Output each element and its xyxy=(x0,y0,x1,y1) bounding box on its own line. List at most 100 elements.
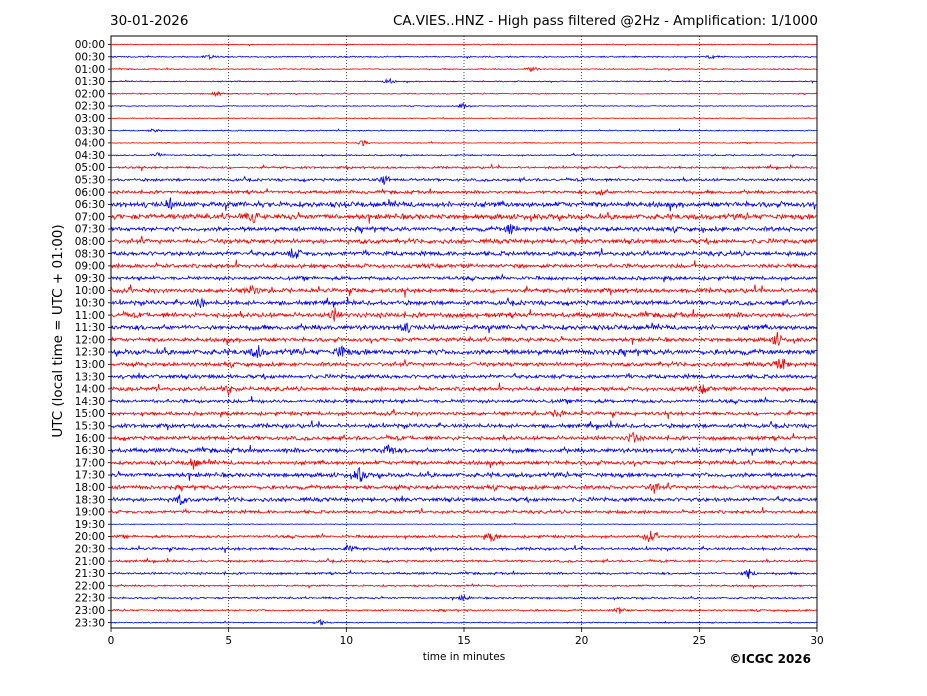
trace-2030 xyxy=(110,543,817,554)
trace-1730 xyxy=(110,467,817,482)
x-tick-label-30: 30 xyxy=(810,635,823,647)
trace-0330 xyxy=(110,127,817,133)
trace-0730 xyxy=(110,223,817,236)
y-tick-label-1430: 14:30 xyxy=(75,396,105,408)
trace-0630 xyxy=(110,197,817,212)
y-tick-label-1730: 17:30 xyxy=(75,470,105,482)
y-tick-label-0700: 07:00 xyxy=(75,211,105,223)
y-tick-label-1400: 14:00 xyxy=(75,384,105,396)
y-tick-label-0500: 05:00 xyxy=(75,162,105,174)
trace-1300 xyxy=(110,358,817,370)
y-tick-label-2330: 23:30 xyxy=(75,617,105,629)
y-axis-label: UTC (local time = UTC + 01:00) xyxy=(50,224,66,437)
y-tick-label-1830: 18:30 xyxy=(75,494,105,506)
y-tick-label-0630: 06:30 xyxy=(75,199,105,211)
trace-1430 xyxy=(110,396,817,406)
y-tick-label-1200: 12:00 xyxy=(75,334,105,346)
trace-0830 xyxy=(110,248,817,259)
trace-2300 xyxy=(110,606,817,614)
trace-0600 xyxy=(110,187,817,196)
trace-1630 xyxy=(110,443,817,456)
y-tick-label-1330: 13:30 xyxy=(75,371,105,383)
trace-1100 xyxy=(110,307,817,322)
trace-0800 xyxy=(110,235,817,246)
y-tick-label-0430: 04:30 xyxy=(75,150,105,162)
trace-1000 xyxy=(110,284,817,298)
trace-1130 xyxy=(110,322,817,334)
y-tick-label-0530: 05:30 xyxy=(75,175,105,187)
y-tick-label-1630: 16:30 xyxy=(75,445,105,457)
seismic-traces xyxy=(110,42,817,626)
y-tick-label-0130: 01:30 xyxy=(75,76,105,88)
x-tick-labels: 0 5 10 15 20 25 30 xyxy=(108,628,824,647)
y-tick-label-0330: 03:30 xyxy=(75,125,105,137)
date-label: 30-01-2026 xyxy=(110,13,188,29)
y-tick-label-0600: 06:00 xyxy=(75,187,105,199)
trace-0430 xyxy=(110,152,817,159)
y-tick-label-2230: 22:30 xyxy=(75,593,105,605)
trace-0930 xyxy=(110,273,817,283)
trace-0400 xyxy=(110,139,817,147)
y-tick-label-0730: 07:30 xyxy=(75,224,105,236)
trace-1030 xyxy=(110,296,817,309)
chart-title: CA.VIES..HNZ - High pass filtered @2Hz -… xyxy=(393,13,818,29)
trace-0900 xyxy=(110,259,817,270)
x-tick-label-0: 0 xyxy=(108,635,115,647)
y-tick-label-0930: 09:30 xyxy=(75,273,105,285)
y-tick-label-1800: 18:00 xyxy=(75,482,105,494)
trace-0530 xyxy=(110,175,817,185)
trace-2130 xyxy=(110,568,817,579)
trace-2000 xyxy=(110,530,817,543)
y-tick-label-0300: 03:00 xyxy=(75,113,105,125)
trace-1700 xyxy=(110,458,817,470)
trace-0000 xyxy=(110,42,817,47)
trace-1600 xyxy=(110,431,817,443)
y-tick-label-2200: 22:00 xyxy=(75,580,105,592)
x-tick-label-25: 25 xyxy=(693,635,706,647)
trace-1500 xyxy=(110,408,817,420)
trace-2100 xyxy=(110,557,817,565)
x-tick-label-5: 5 xyxy=(225,635,232,647)
trace-2200 xyxy=(110,583,817,590)
y-tick-label-1530: 15:30 xyxy=(75,421,105,433)
y-tick-label-1930: 19:30 xyxy=(75,519,105,531)
y-tick-label-2000: 20:00 xyxy=(75,531,105,543)
trace-0030 xyxy=(110,53,817,61)
trace-0130 xyxy=(110,77,817,84)
y-tick-label-0000: 00:00 xyxy=(75,39,105,51)
trace-1800 xyxy=(110,482,817,494)
trace-0100 xyxy=(110,66,817,73)
y-tick-label-1100: 11:00 xyxy=(75,310,105,322)
y-tick-label-1000: 10:00 xyxy=(75,285,105,297)
x-tick-label-10: 10 xyxy=(340,635,353,647)
trace-0700 xyxy=(110,211,817,224)
y-tick-label-1700: 17:00 xyxy=(75,457,105,469)
y-tick-label-0030: 00:30 xyxy=(75,52,105,64)
y-tick-label-2130: 21:30 xyxy=(75,568,105,580)
y-tick-label-0230: 02:30 xyxy=(75,101,105,113)
y-tick-label-0800: 08:00 xyxy=(75,236,105,248)
trace-1230 xyxy=(110,345,817,359)
y-tick-label-0400: 04:00 xyxy=(75,138,105,150)
y-tick-label-1300: 13:00 xyxy=(75,359,105,371)
y-tick-labels: 00:0000:3001:0001:3002:0002:3003:0003:30… xyxy=(75,39,111,629)
trace-1200 xyxy=(110,331,817,347)
y-tick-label-1030: 10:30 xyxy=(75,298,105,310)
y-tick-label-2300: 23:00 xyxy=(75,605,105,617)
trace-0500 xyxy=(110,162,817,172)
y-tick-label-1900: 19:00 xyxy=(75,507,105,519)
y-tick-label-2030: 20:30 xyxy=(75,544,105,556)
trace-0230 xyxy=(110,102,817,109)
x-tick-label-15: 15 xyxy=(457,635,470,647)
y-tick-label-1230: 12:30 xyxy=(75,347,105,359)
y-tick-label-0100: 01:00 xyxy=(75,64,105,76)
trace-1400 xyxy=(110,382,817,396)
y-tick-label-1600: 16:00 xyxy=(75,433,105,445)
trace-1900 xyxy=(110,507,817,515)
y-tick-label-2100: 21:00 xyxy=(75,556,105,568)
trace-0200 xyxy=(110,91,817,98)
y-tick-label-1130: 11:30 xyxy=(75,322,105,334)
trace-1830 xyxy=(110,494,817,505)
